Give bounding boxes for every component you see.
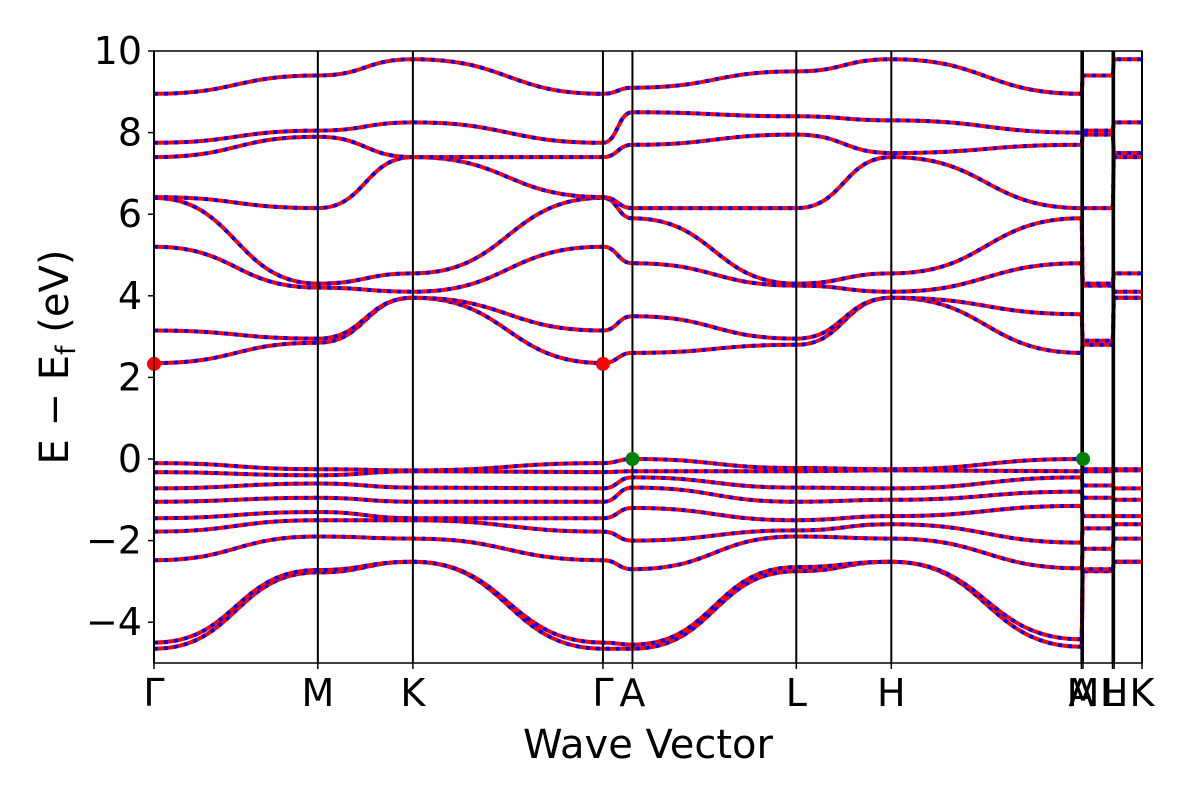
band-line-spin-down-12 xyxy=(154,195,1142,286)
y-ticks-layer: −4 −2 0 2 4 6 8 10 xyxy=(86,29,154,644)
x-tick-label-11: K xyxy=(1130,671,1156,715)
y-axis-label-subscript: f xyxy=(51,344,82,355)
x-tick-label-10: H xyxy=(1100,671,1129,715)
band-line-spin-up-1 xyxy=(154,559,1142,647)
valence-band-maximum-marker-2 xyxy=(625,452,640,466)
band-line-spin-down-5 xyxy=(154,485,1142,504)
band-line-spin-down-3 xyxy=(154,518,1142,545)
x-tick-label-1: M xyxy=(301,671,334,715)
y-tick-label-4: 4 xyxy=(118,274,142,318)
x-ticks-layer: Γ M K Γ A L H AM LH K xyxy=(143,663,1156,715)
y-tick-label-0: −4 xyxy=(86,600,142,644)
x-tick-label-5: L xyxy=(786,671,807,715)
y-tick-label-5: 6 xyxy=(118,192,142,236)
y-tick-label-6: 8 xyxy=(118,111,142,155)
x-tick-label-8: M xyxy=(1067,671,1100,715)
band-line-spin-down-2 xyxy=(154,534,1142,572)
x-tick-label-3: Γ xyxy=(592,671,613,715)
x-tick-label-0: Γ xyxy=(143,671,164,715)
band-line-spin-down-6 xyxy=(154,475,1142,491)
band-line-spin-down-4 xyxy=(154,503,1142,523)
y-axis-label-main: E − E xyxy=(32,355,78,465)
y-tick-label-3: 2 xyxy=(118,355,142,399)
conduction-band-minimum-marker-1 xyxy=(595,356,610,371)
valence-band-maximum-marker-3 xyxy=(1076,452,1091,466)
x-tick-label-7: A xyxy=(1068,671,1094,715)
x-tick-label-9: L xyxy=(1102,671,1123,715)
x-tick-label-4: A xyxy=(619,671,645,715)
x-tick-label-6: H xyxy=(877,671,906,715)
y-tick-label-1: −2 xyxy=(86,519,142,563)
y-axis-label-unit: (eV) xyxy=(32,250,78,346)
y-tick-label-7: 10 xyxy=(94,29,142,73)
y-axis-label: E − Ef (eV) xyxy=(32,250,82,465)
plot-frame xyxy=(153,50,1143,664)
x-axis-label: Wave Vector xyxy=(523,722,774,768)
y-tick-label-2: 0 xyxy=(118,437,142,481)
x-tick-label-2: K xyxy=(400,671,426,715)
